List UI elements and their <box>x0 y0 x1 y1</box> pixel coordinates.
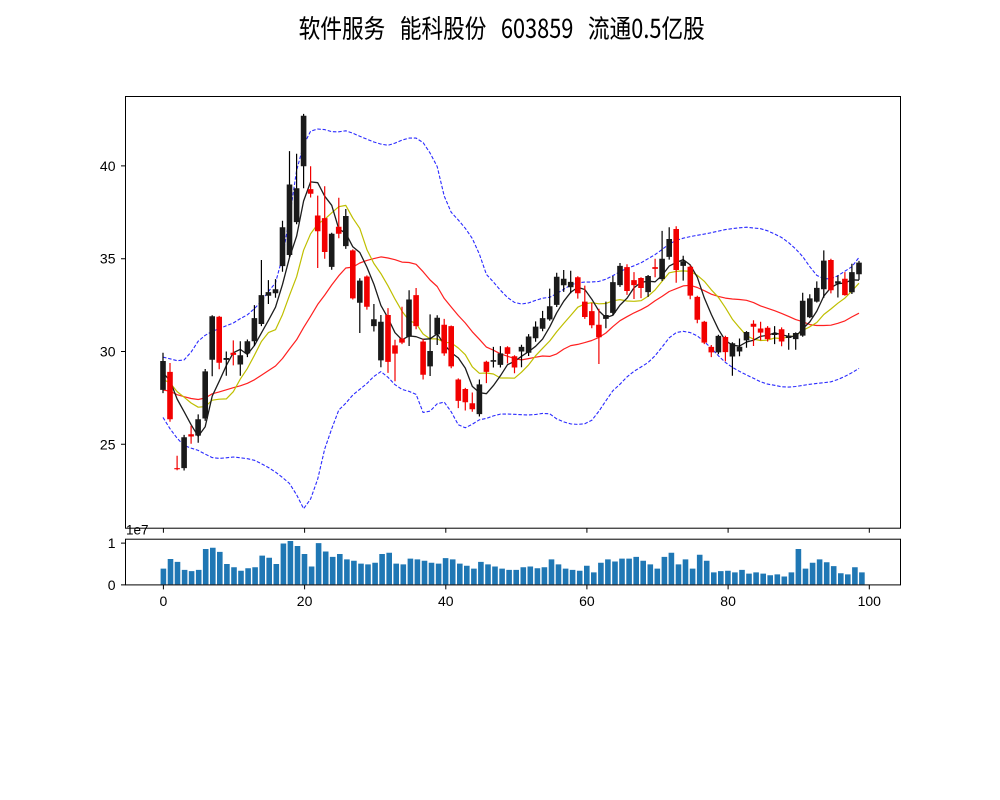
svg-text:30: 30 <box>100 344 116 360</box>
svg-text:60: 60 <box>579 593 595 609</box>
svg-text:1: 1 <box>108 535 116 551</box>
svg-text:20: 20 <box>297 593 313 609</box>
svg-text:25: 25 <box>100 436 116 452</box>
svg-text:0: 0 <box>160 593 168 609</box>
svg-text:80: 80 <box>720 593 736 609</box>
svg-text:40: 40 <box>438 593 454 609</box>
svg-text:1e7: 1e7 <box>126 522 149 537</box>
svg-text:35: 35 <box>100 251 116 267</box>
svg-text:40: 40 <box>100 158 116 174</box>
svg-text:100: 100 <box>858 593 882 609</box>
svg-text:0: 0 <box>108 577 116 593</box>
